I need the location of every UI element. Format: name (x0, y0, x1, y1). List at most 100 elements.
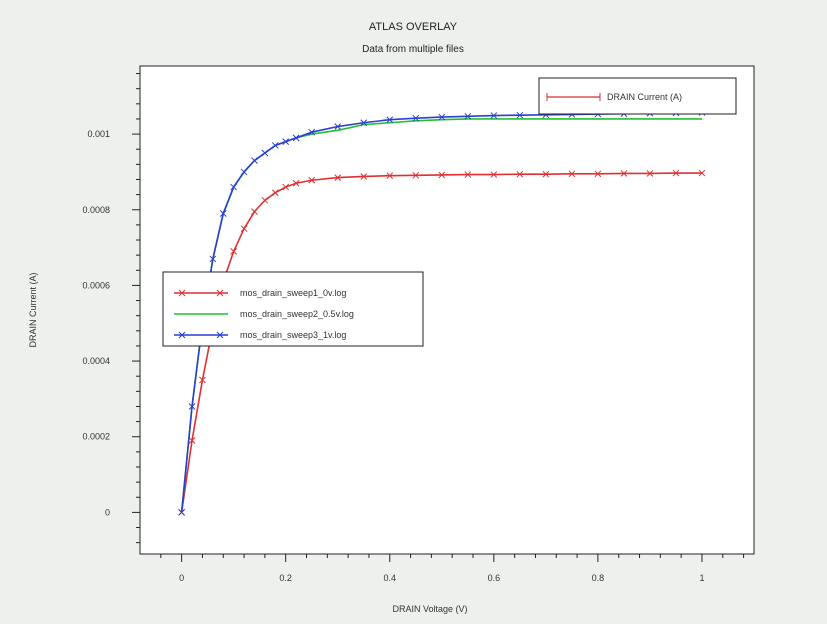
data-point (282, 138, 290, 146)
data-point (620, 170, 628, 177)
data-point (646, 170, 654, 177)
y-tick-label: 0.0002 (82, 432, 110, 442)
data-point (334, 174, 342, 181)
data-point-stroke (240, 225, 248, 233)
series-legend: mos_drain_sweep1_0v.log mos_drain_sweep2_… (162, 271, 424, 347)
data-point (698, 169, 706, 177)
data-point-stroke (386, 116, 394, 124)
data-point-stroke (261, 149, 269, 157)
data-point-stroke (292, 179, 300, 187)
legend-marker (216, 331, 224, 339)
y-tick-label: 0.0006 (82, 280, 110, 290)
y-tick-label: 0.0004 (82, 356, 110, 366)
data-point (219, 210, 227, 217)
data-point (490, 112, 498, 119)
top-legend-box (538, 77, 737, 115)
data-point (360, 119, 368, 127)
data-point-stroke (199, 376, 206, 384)
data-point-stroke (188, 403, 196, 410)
x-axis-ticks: 0 0.2 0.4 0.6 0.8 1 (160, 554, 745, 583)
data-point-stroke (282, 183, 290, 191)
x-tick-label: 0.2 (279, 573, 292, 583)
top-legend-label: DRAIN Current (A) (607, 92, 682, 102)
data-point-stroke (230, 183, 238, 191)
data-point-stroke (308, 128, 316, 136)
data-point (282, 183, 290, 191)
y-tick-label: 0.001 (87, 129, 110, 139)
x-tick-label: 1 (699, 573, 704, 583)
data-point-stroke (308, 176, 316, 184)
legend-marker (178, 289, 186, 297)
data-point-stroke (209, 255, 217, 263)
y-tick-label: 0 (105, 507, 110, 517)
data-point (292, 134, 300, 142)
data-point-stroke (516, 111, 524, 119)
data-point (188, 403, 196, 410)
data-point (386, 116, 394, 124)
data-point (261, 149, 269, 157)
top-legend: DRAIN Current (A) (538, 77, 737, 115)
data-point (230, 183, 238, 191)
data-point (516, 170, 524, 178)
data-point-stroke (464, 171, 472, 178)
data-point (438, 171, 446, 179)
data-point-stroke (386, 172, 394, 180)
data-point-stroke (251, 208, 258, 215)
data-point-stroke (292, 134, 300, 142)
data-point (261, 196, 269, 204)
data-point-stroke (251, 157, 258, 164)
data-point-stroke (412, 171, 420, 179)
chart-subtitle: Data from multiple files (362, 44, 464, 55)
data-point (271, 142, 279, 149)
data-point (516, 111, 524, 119)
series-legend-box (162, 271, 424, 347)
data-point (542, 170, 550, 178)
data-point-stroke (334, 174, 342, 181)
data-point-stroke (360, 119, 368, 127)
y-axis-ticks: 0 0.0002 0.0004 0.0006 0.0008 0.001 (82, 73, 140, 544)
data-point-stroke (219, 210, 227, 217)
data-point-stroke (646, 170, 654, 177)
data-point-stroke (188, 437, 196, 444)
data-point-stroke (542, 170, 550, 178)
data-point-stroke (282, 138, 290, 146)
y-axis-label: DRAIN Current (A) (28, 272, 38, 347)
data-point (334, 123, 342, 130)
x-tick-label: 0.8 (592, 573, 605, 583)
data-point (251, 157, 258, 164)
data-point-stroke (438, 113, 446, 121)
data-point-stroke (698, 169, 706, 177)
data-point (230, 248, 238, 255)
data-point-stroke (490, 112, 498, 119)
x-tick-label: 0 (179, 573, 184, 583)
data-point-stroke (516, 170, 524, 178)
data-point (199, 376, 206, 384)
data-point (386, 172, 394, 180)
legend-label: mos_drain_sweep3_1v.log (240, 330, 346, 340)
data-point-stroke (620, 170, 628, 177)
data-point (360, 173, 368, 180)
data-point-stroke (464, 112, 472, 120)
data-point-stroke (568, 170, 576, 178)
data-point-stroke (271, 142, 279, 149)
data-point (308, 128, 316, 136)
data-point (672, 169, 680, 177)
data-point-stroke (438, 171, 446, 179)
data-point (178, 509, 185, 516)
legend-marker (178, 331, 186, 339)
data-point-stroke (230, 248, 238, 255)
legend-label: mos_drain_sweep1_0v.log (240, 288, 346, 298)
series-line (180, 172, 702, 513)
data-point (490, 171, 498, 178)
data-point-stroke (271, 189, 279, 197)
data-point (594, 170, 602, 178)
legend-marker (216, 289, 224, 297)
x-tick-label: 0.6 (488, 573, 501, 583)
data-point (464, 112, 472, 120)
data-point (464, 171, 472, 178)
data-point (412, 114, 420, 122)
y-tick-label: 0.0008 (82, 205, 110, 215)
x-tick-label: 0.4 (384, 573, 397, 583)
